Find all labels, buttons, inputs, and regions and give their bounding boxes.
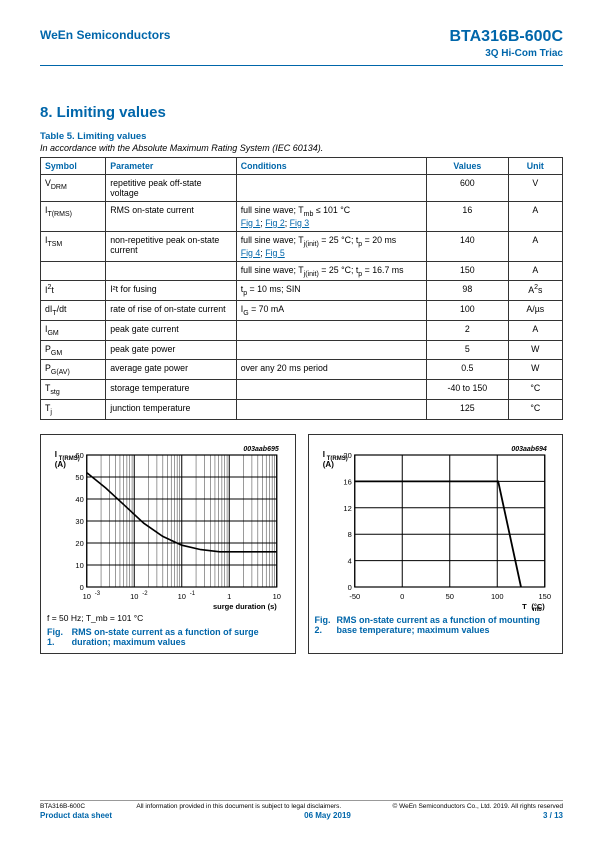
part-number: BTA316B-600C	[449, 28, 563, 46]
figure-1-chart: 003aab695IT(RMS)(A)010203040506010-310-2…	[47, 441, 289, 611]
svg-text:50: 50	[75, 473, 83, 482]
svg-text:0: 0	[80, 583, 84, 592]
svg-text:8: 8	[347, 530, 351, 539]
svg-text:100: 100	[490, 592, 503, 601]
footer-doctype: Product data sheet	[40, 811, 112, 820]
figure-2-chart: 003aab694IT(RMS)(A)-50050100150048121620…	[315, 441, 557, 611]
footer-part: BTA316B-600C	[40, 803, 85, 810]
svg-text:003aab694: 003aab694	[511, 446, 547, 453]
figure-link[interactable]: Fig 4	[241, 248, 261, 258]
svg-text:003aab695: 003aab695	[243, 446, 279, 453]
footer-page: 3 / 13	[543, 811, 563, 820]
limiting-values-table: SymbolParameterConditionsValuesUnit VDRM…	[40, 157, 563, 420]
svg-text:40: 40	[75, 495, 83, 504]
table-header: Unit	[508, 158, 562, 175]
svg-text:60: 60	[75, 451, 83, 460]
table-row: Tstgstorage temperature-40 to 150°C	[41, 380, 563, 400]
figure-1-box: 003aab695IT(RMS)(A)010203040506010-310-2…	[40, 434, 296, 654]
svg-text:16: 16	[343, 477, 351, 486]
svg-text:surge duration (s): surge duration (s)	[213, 602, 277, 611]
table-subtitle: In accordance with the Absolute Maximum …	[40, 143, 563, 153]
svg-text:T: T	[522, 602, 527, 611]
svg-text:150: 150	[538, 592, 551, 601]
svg-text:50: 50	[445, 592, 453, 601]
figure-link[interactable]: Fig 1	[241, 218, 261, 228]
table-row: IT(RMS)RMS on-state currentfull sine wav…	[41, 202, 563, 232]
figure-2-num: Fig. 2.	[315, 615, 331, 635]
svg-text:10: 10	[178, 592, 186, 601]
figure-link[interactable]: Fig 2	[265, 218, 285, 228]
svg-text:1: 1	[227, 592, 231, 601]
figure-link[interactable]: Fig 5	[265, 248, 285, 258]
figure-1-caption: RMS on-state current as a function of su…	[72, 627, 289, 647]
svg-text:10: 10	[130, 592, 138, 601]
footer-date: 06 May 2019	[304, 811, 351, 820]
svg-text:I: I	[322, 450, 324, 459]
svg-text:30: 30	[75, 517, 83, 526]
table-row: dIT/dtrate of rise of on-state currentIG…	[41, 301, 563, 321]
svg-text:-50: -50	[349, 592, 360, 601]
part-subtitle: 3Q Hi-Com Triac	[449, 48, 563, 59]
table-header: Parameter	[106, 158, 237, 175]
table-row: PG(AV)average gate powerover any 20 ms p…	[41, 360, 563, 380]
table-row: I2tI²t for fusingtp = 10 ms; SIN98A2s	[41, 281, 563, 301]
svg-text:(A): (A)	[55, 460, 66, 469]
svg-text:12: 12	[343, 503, 351, 512]
figure-1-condition: f = 50 Hz; T_mb = 101 °C	[47, 613, 289, 623]
header-rule	[40, 65, 563, 66]
company-name: WeEn Semiconductors	[40, 28, 170, 42]
table-row: PGMpeak gate power5W	[41, 340, 563, 360]
svg-text:(A): (A)	[322, 460, 333, 469]
svg-text:(°C): (°C)	[531, 602, 545, 611]
svg-text:20: 20	[75, 539, 83, 548]
table-title: Table 5. Limiting values	[40, 131, 563, 142]
table-header: Symbol	[41, 158, 106, 175]
svg-text:20: 20	[343, 451, 351, 460]
svg-text:10: 10	[83, 592, 91, 601]
figure-2-box: 003aab694IT(RMS)(A)-50050100150048121620…	[308, 434, 564, 654]
svg-text:10: 10	[273, 592, 281, 601]
svg-text:0: 0	[347, 583, 351, 592]
footer: BTA316B-600C All information provided in…	[40, 800, 563, 820]
svg-text:-2: -2	[142, 591, 148, 597]
section-title: 8. Limiting values	[40, 104, 563, 121]
table-row: VDRMrepetitive peak off-state voltage600…	[41, 175, 563, 202]
figure-link[interactable]: Fig 3	[290, 218, 310, 228]
table-row: ITSMnon-repetitive peak on-state current…	[41, 231, 563, 261]
table-header: Values	[427, 158, 509, 175]
figure-2-caption: RMS on-state current as a function of mo…	[337, 615, 557, 635]
table-row: full sine wave; Tj(init) = 25 °C; tp = 1…	[41, 261, 563, 281]
footer-disclaimer: All information provided in this documen…	[136, 803, 341, 810]
figure-1-num: Fig. 1.	[47, 627, 66, 647]
svg-text:10: 10	[75, 561, 83, 570]
svg-text:I: I	[55, 450, 57, 459]
table-row: IGMpeak gate current2A	[41, 320, 563, 340]
table-header: Conditions	[236, 158, 426, 175]
svg-text:4: 4	[347, 556, 351, 565]
table-row: Tjjunction temperature125°C	[41, 399, 563, 419]
svg-text:-1: -1	[190, 591, 196, 597]
footer-copyright: © WeEn Semiconductors Co., Ltd. 2019. Al…	[392, 803, 563, 810]
svg-text:-3: -3	[95, 591, 101, 597]
svg-text:0: 0	[400, 592, 404, 601]
